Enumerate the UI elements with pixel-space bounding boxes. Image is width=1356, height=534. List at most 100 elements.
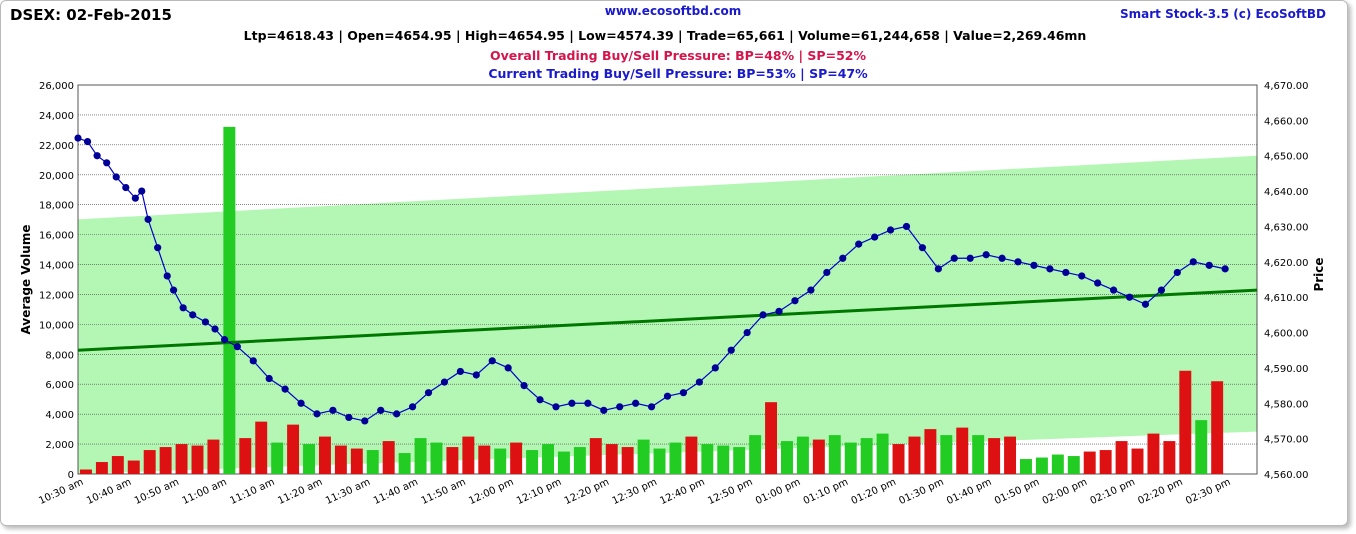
price-point <box>600 406 608 414</box>
y-axis-title: Average Volume <box>19 225 33 335</box>
price-point <box>131 194 139 202</box>
x-tick-label: 11:50 am <box>420 477 468 507</box>
price-point <box>74 134 82 142</box>
price-point <box>281 385 289 393</box>
x-tick-label: 01:40 pm <box>945 477 993 507</box>
volume-bar <box>701 444 714 474</box>
price-point <box>536 396 544 404</box>
volume-bar <box>1067 456 1080 474</box>
price-point <box>1030 261 1038 269</box>
volume-bar <box>1115 441 1128 474</box>
price-point <box>220 336 229 344</box>
price-point <box>759 311 767 319</box>
trend-channel <box>78 155 1257 474</box>
price-point <box>1078 272 1086 280</box>
y2-tick-label: 4,570.00 <box>1264 435 1309 446</box>
volume-bar <box>669 442 682 474</box>
volume-bar <box>653 448 666 474</box>
volume-bar <box>828 435 841 474</box>
price-point <box>679 389 688 397</box>
volume-bar <box>1083 451 1096 474</box>
price-point <box>632 399 640 407</box>
volume-bar <box>318 436 331 474</box>
volume-bar <box>494 448 507 474</box>
volume-bar <box>191 445 204 474</box>
plot-border <box>77 84 1258 475</box>
price-point <box>1014 258 1022 266</box>
price-point <box>950 254 958 262</box>
y-tick-label: 12,000 <box>39 290 74 301</box>
x-tick-label: 12:50 pm <box>706 477 754 507</box>
price-point <box>265 374 273 383</box>
volume-bar <box>223 126 236 475</box>
plot-area: 0 2,000 4,000 6,000 8,000 10,000 12,000 14,000 1… <box>19 81 1326 507</box>
volume-bar <box>255 421 268 474</box>
price-point <box>189 311 197 319</box>
volume-bar <box>414 438 427 474</box>
price-point <box>839 254 847 262</box>
volume-bar <box>1179 370 1192 474</box>
price-point <box>1189 258 1197 266</box>
volume-bar <box>844 442 857 474</box>
y-tick-label: 16,000 <box>39 231 74 242</box>
volume-bar <box>1211 381 1224 474</box>
volume-bar <box>430 442 443 474</box>
price-point <box>902 222 911 231</box>
volume-bar <box>334 445 347 474</box>
volume-bar <box>1051 454 1064 474</box>
volume-bar <box>542 444 554 474</box>
y-tick-label: 20,000 <box>39 171 74 182</box>
x-tick-label: 12:10 pm <box>515 477 563 507</box>
volume-bar <box>478 445 491 474</box>
y2-axis-title: Price <box>1312 257 1326 291</box>
website-link[interactable]: www.ecosoftbd.com <box>605 4 742 18</box>
price-point <box>1062 268 1070 277</box>
price-point <box>568 399 576 407</box>
price-point <box>297 399 305 407</box>
price-point <box>211 325 219 333</box>
volume-bar <box>175 444 188 474</box>
y-tick-label: 14,000 <box>39 261 74 272</box>
price-point <box>112 173 120 181</box>
price-point <box>424 389 433 397</box>
price-point <box>313 410 321 418</box>
y-tick-label: 2,000 <box>45 440 74 451</box>
volume-bar <box>95 462 108 474</box>
volume-bar <box>876 433 889 474</box>
volume-bar <box>637 439 650 474</box>
price-point <box>377 406 385 414</box>
price-point <box>966 254 974 262</box>
volume-bar <box>350 448 363 474</box>
volume-bar <box>573 447 586 474</box>
volume-bar <box>1099 450 1112 474</box>
x-tick-label: 02:30 pm <box>1184 477 1232 507</box>
volume-bar <box>127 460 140 474</box>
price-point <box>727 346 735 354</box>
x-tick-label: 11:00 am <box>181 477 229 507</box>
price-point <box>345 413 353 422</box>
price-point <box>584 399 592 407</box>
volume-bar <box>1163 441 1176 474</box>
x-tick-label: 01:20 pm <box>850 477 898 507</box>
price-point <box>823 268 831 277</box>
x-tick-label: 01:00 pm <box>754 477 802 507</box>
volume-bar <box>812 439 825 474</box>
price-point <box>504 364 512 372</box>
price-point <box>918 244 927 252</box>
price-point <box>1094 279 1102 287</box>
volume-bar <box>1004 436 1017 474</box>
price-point <box>711 364 719 372</box>
x-tick-label: 12:00 pm <box>467 477 515 507</box>
y-tick-label: 8,000 <box>45 350 74 361</box>
volume-bar <box>749 435 762 474</box>
price-point <box>144 215 152 223</box>
volume-bar <box>685 436 698 474</box>
price-point <box>743 328 751 337</box>
volume-bar <box>398 453 411 474</box>
price-point <box>361 417 369 425</box>
x-tick-label: 02:00 pm <box>1041 477 1089 507</box>
volume-bar <box>1020 459 1032 474</box>
y-tick-label: 18,000 <box>39 201 74 212</box>
volume-bar <box>271 442 284 474</box>
